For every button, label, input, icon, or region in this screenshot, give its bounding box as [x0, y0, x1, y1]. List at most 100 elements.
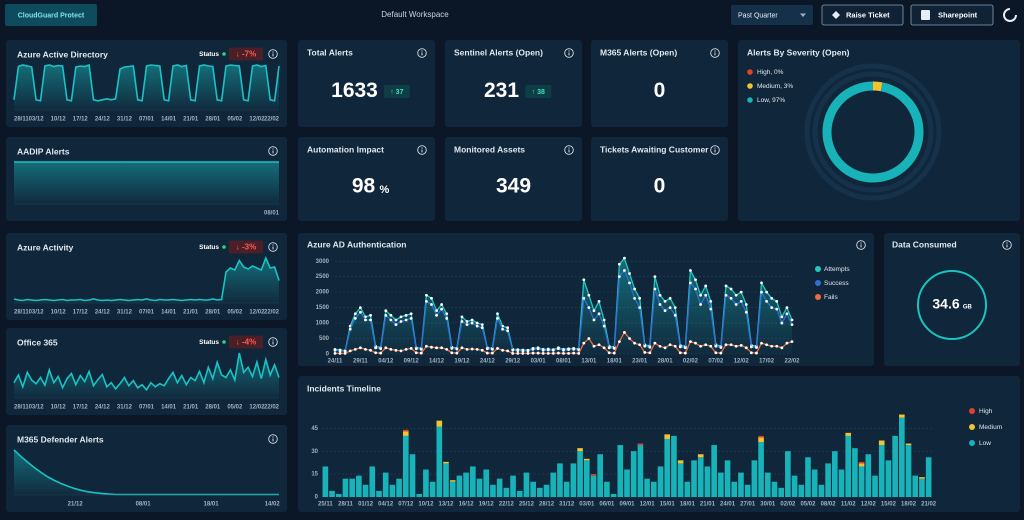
- raise-ticket-button[interactable]: [821, 4, 904, 26]
- brand-button[interactable]: [5, 4, 97, 26]
- info-icon[interactable]: [710, 48, 720, 58]
- status-label: Status: [199, 339, 219, 346]
- x-tick-label: 24/11: [328, 359, 343, 365]
- point: [653, 287, 657, 291]
- info-icon-dot: [714, 147, 716, 149]
- point: [384, 346, 388, 350]
- point: [648, 345, 652, 349]
- info-icon[interactable]: [417, 145, 427, 155]
- info-icon[interactable]: [268, 146, 278, 156]
- point: [501, 348, 504, 352]
- panel: [445, 40, 582, 127]
- x-tick-label: 28/11: [14, 310, 29, 316]
- legend-swatch: [969, 424, 975, 430]
- point: [450, 351, 454, 355]
- x-tick-label: 12/02: [734, 359, 750, 365]
- kpi-value: 231: [484, 79, 519, 102]
- info-icon-dot: [272, 148, 274, 150]
- point: [536, 347, 540, 351]
- period[interactable]: Past Quarter: [738, 12, 778, 19]
- point: [729, 343, 733, 347]
- change-badge: [229, 47, 263, 61]
- info-icon[interactable]: [1002, 240, 1012, 250]
- panel: [298, 137, 435, 221]
- bar-segment: [329, 490, 335, 497]
- info-icon[interactable]: [564, 48, 574, 58]
- point: [364, 315, 367, 319]
- bar-segment: [396, 478, 402, 497]
- point: [724, 293, 728, 297]
- bar-segment: [704, 466, 711, 497]
- x-tick-label: 09/01: [619, 502, 635, 508]
- x-tick-label: 02/02: [683, 359, 699, 365]
- bar-segment: [583, 458, 590, 461]
- point: [780, 346, 784, 350]
- info-icon-dot: [421, 147, 423, 149]
- bar-segment: [905, 445, 912, 497]
- x-tick-label: 17/12: [73, 310, 89, 316]
- point: [460, 315, 464, 319]
- info-icon[interactable]: [710, 145, 720, 155]
- raise-ticket[interactable]: Raise Ticket: [846, 10, 890, 19]
- point: [491, 351, 494, 355]
- panel: [298, 40, 435, 127]
- logo-icon[interactable]: [1003, 8, 1017, 22]
- bar-segment: [798, 484, 805, 497]
- bar-segment: [570, 463, 577, 497]
- info-icon[interactable]: [268, 434, 278, 444]
- x-tick-label: 10/12: [418, 502, 434, 508]
- x-tick-label: 28/11: [14, 405, 29, 411]
- point: [683, 346, 687, 350]
- info-icon[interactable]: [268, 49, 278, 59]
- bar-segment: [865, 454, 872, 497]
- point: [678, 351, 682, 355]
- x-tick-label: 13/12: [439, 502, 455, 508]
- bar-segment: [758, 437, 764, 443]
- bar-segment: [738, 472, 744, 497]
- point: [749, 345, 753, 349]
- point: [775, 300, 779, 303]
- bar-segment: [583, 460, 590, 497]
- sharepoint-button[interactable]: [910, 4, 994, 26]
- point: [567, 351, 570, 355]
- panel: [445, 137, 582, 221]
- point: [430, 345, 433, 349]
- info-icon[interactable]: [268, 242, 278, 252]
- point: [460, 346, 464, 350]
- info-icon[interactable]: [564, 145, 574, 155]
- point: [683, 351, 687, 355]
- point: [348, 349, 352, 353]
- brand[interactable]: CloudGuard Protect: [18, 12, 85, 19]
- donut-slice: [822, 81, 924, 183]
- point: [394, 348, 398, 352]
- point: [425, 300, 428, 303]
- sharepoint-icon: [921, 10, 930, 20]
- sharepoint[interactable]: Sharepoint: [938, 10, 978, 19]
- info-icon[interactable]: [268, 337, 278, 347]
- point: [607, 351, 611, 355]
- point: [587, 306, 591, 309]
- bar-segment: [597, 454, 604, 497]
- point: [633, 287, 636, 291]
- point: [364, 318, 367, 322]
- info-icon[interactable]: [417, 48, 427, 58]
- bar-segment: [483, 469, 490, 497]
- x-tick-label: 22/02: [784, 359, 800, 365]
- point: [404, 313, 408, 317]
- period-select[interactable]: [731, 5, 813, 25]
- point: [414, 347, 418, 351]
- info-icon[interactable]: [856, 240, 866, 250]
- bar-segment: [758, 435, 764, 438]
- bar-segment: [490, 484, 496, 497]
- point: [638, 296, 642, 300]
- y-tick-label: 2500: [316, 274, 330, 280]
- point: [587, 293, 591, 297]
- point: [775, 344, 779, 348]
- x-tick-label: 28/12: [539, 502, 555, 508]
- point: [628, 272, 631, 275]
- point: [531, 347, 535, 351]
- point: [765, 300, 769, 303]
- x-tick-label: 21/01: [700, 502, 716, 508]
- bar-segment: [697, 454, 704, 458]
- x-tick-label: 07/01: [139, 310, 155, 316]
